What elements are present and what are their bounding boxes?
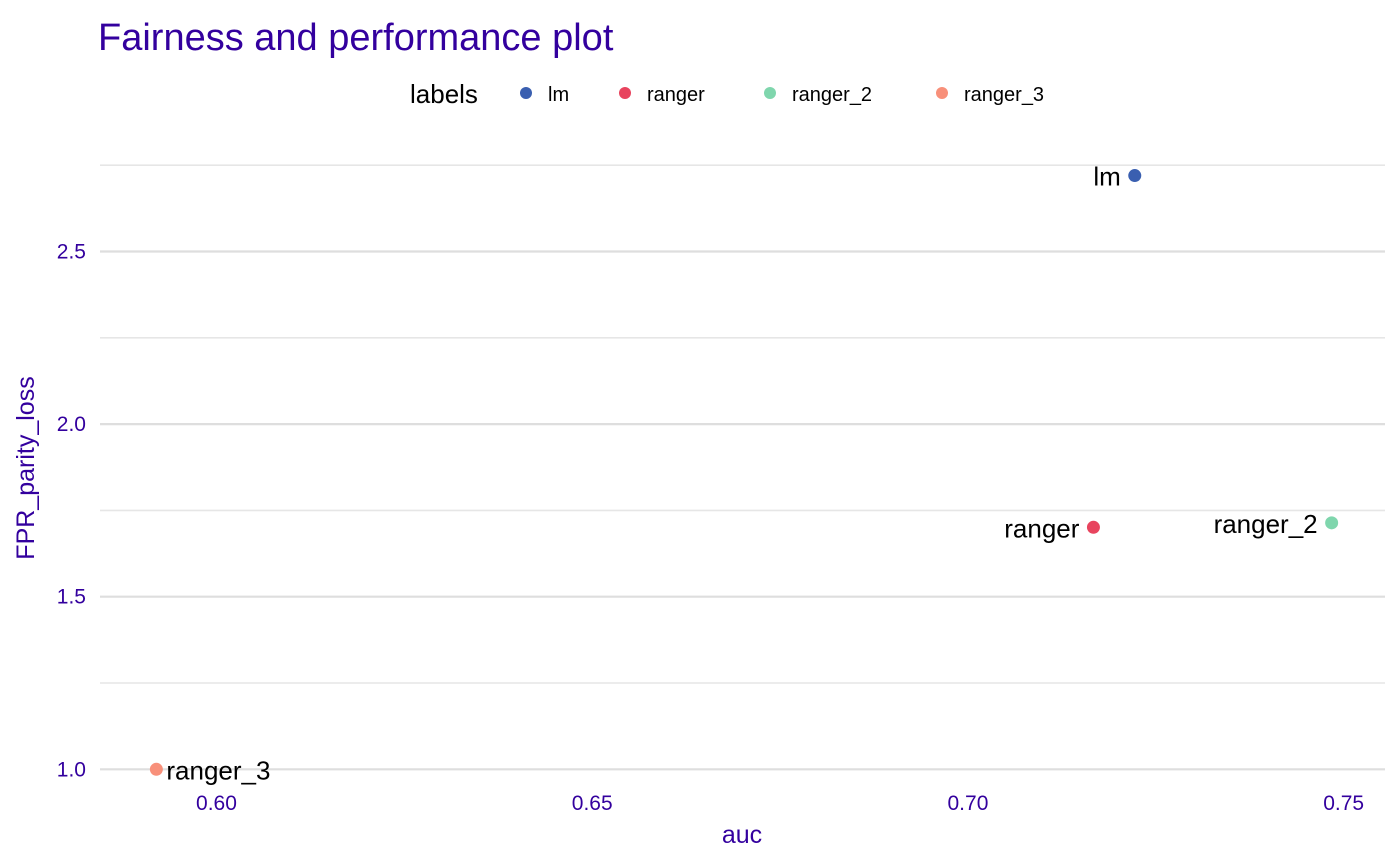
x-axis-title: auc bbox=[722, 821, 762, 849]
y-axis-ticks: 1.0 1.5 2.0 2.5 bbox=[57, 240, 86, 781]
y-tick-label: 1.5 bbox=[57, 586, 86, 609]
y-tick-label: 2.5 bbox=[57, 240, 86, 263]
data-points bbox=[149, 169, 1339, 776]
legend-label-lm: lm bbox=[548, 84, 569, 106]
legend-label-ranger_2: ranger_2 bbox=[792, 84, 872, 106]
legend-label-ranger: ranger bbox=[647, 84, 705, 106]
x-tick-label: 0.70 bbox=[948, 792, 989, 815]
legend-key-lm bbox=[520, 87, 532, 99]
gridlines bbox=[100, 164, 1385, 771]
chart-title: Fairness and performance plot bbox=[98, 17, 614, 59]
x-tick-label: 0.65 bbox=[572, 792, 613, 815]
point-label-lm: lm bbox=[1093, 162, 1120, 192]
y-tick-label: 1.0 bbox=[57, 758, 86, 781]
legend-key-ranger_3 bbox=[936, 87, 948, 99]
x-axis-ticks: 0.60 0.65 0.70 0.75 bbox=[196, 792, 1364, 815]
y-axis-title: FPR_parity_loss bbox=[12, 376, 40, 559]
point-ranger_2 bbox=[1325, 516, 1339, 530]
legend-title: labels bbox=[410, 79, 478, 109]
point-lm bbox=[1128, 169, 1142, 183]
x-tick-label: 0.60 bbox=[196, 792, 237, 815]
legend: labels lm ranger ranger_2 ranger_3 bbox=[410, 79, 1044, 109]
y-tick-label: 2.0 bbox=[57, 413, 86, 436]
point-label-ranger_2: ranger_2 bbox=[1214, 509, 1318, 539]
point-labels: lm ranger ranger_2 ranger_3 bbox=[166, 162, 1317, 786]
legend-key-ranger_2 bbox=[764, 87, 776, 99]
legend-label-ranger_3: ranger_3 bbox=[964, 84, 1044, 106]
point-ranger_3 bbox=[149, 762, 163, 776]
point-ranger bbox=[1086, 520, 1100, 534]
x-tick-label: 0.75 bbox=[1323, 792, 1364, 815]
legend-key-ranger bbox=[619, 87, 631, 99]
point-label-ranger_3: ranger_3 bbox=[166, 755, 270, 785]
point-label-ranger: ranger bbox=[1004, 513, 1079, 543]
